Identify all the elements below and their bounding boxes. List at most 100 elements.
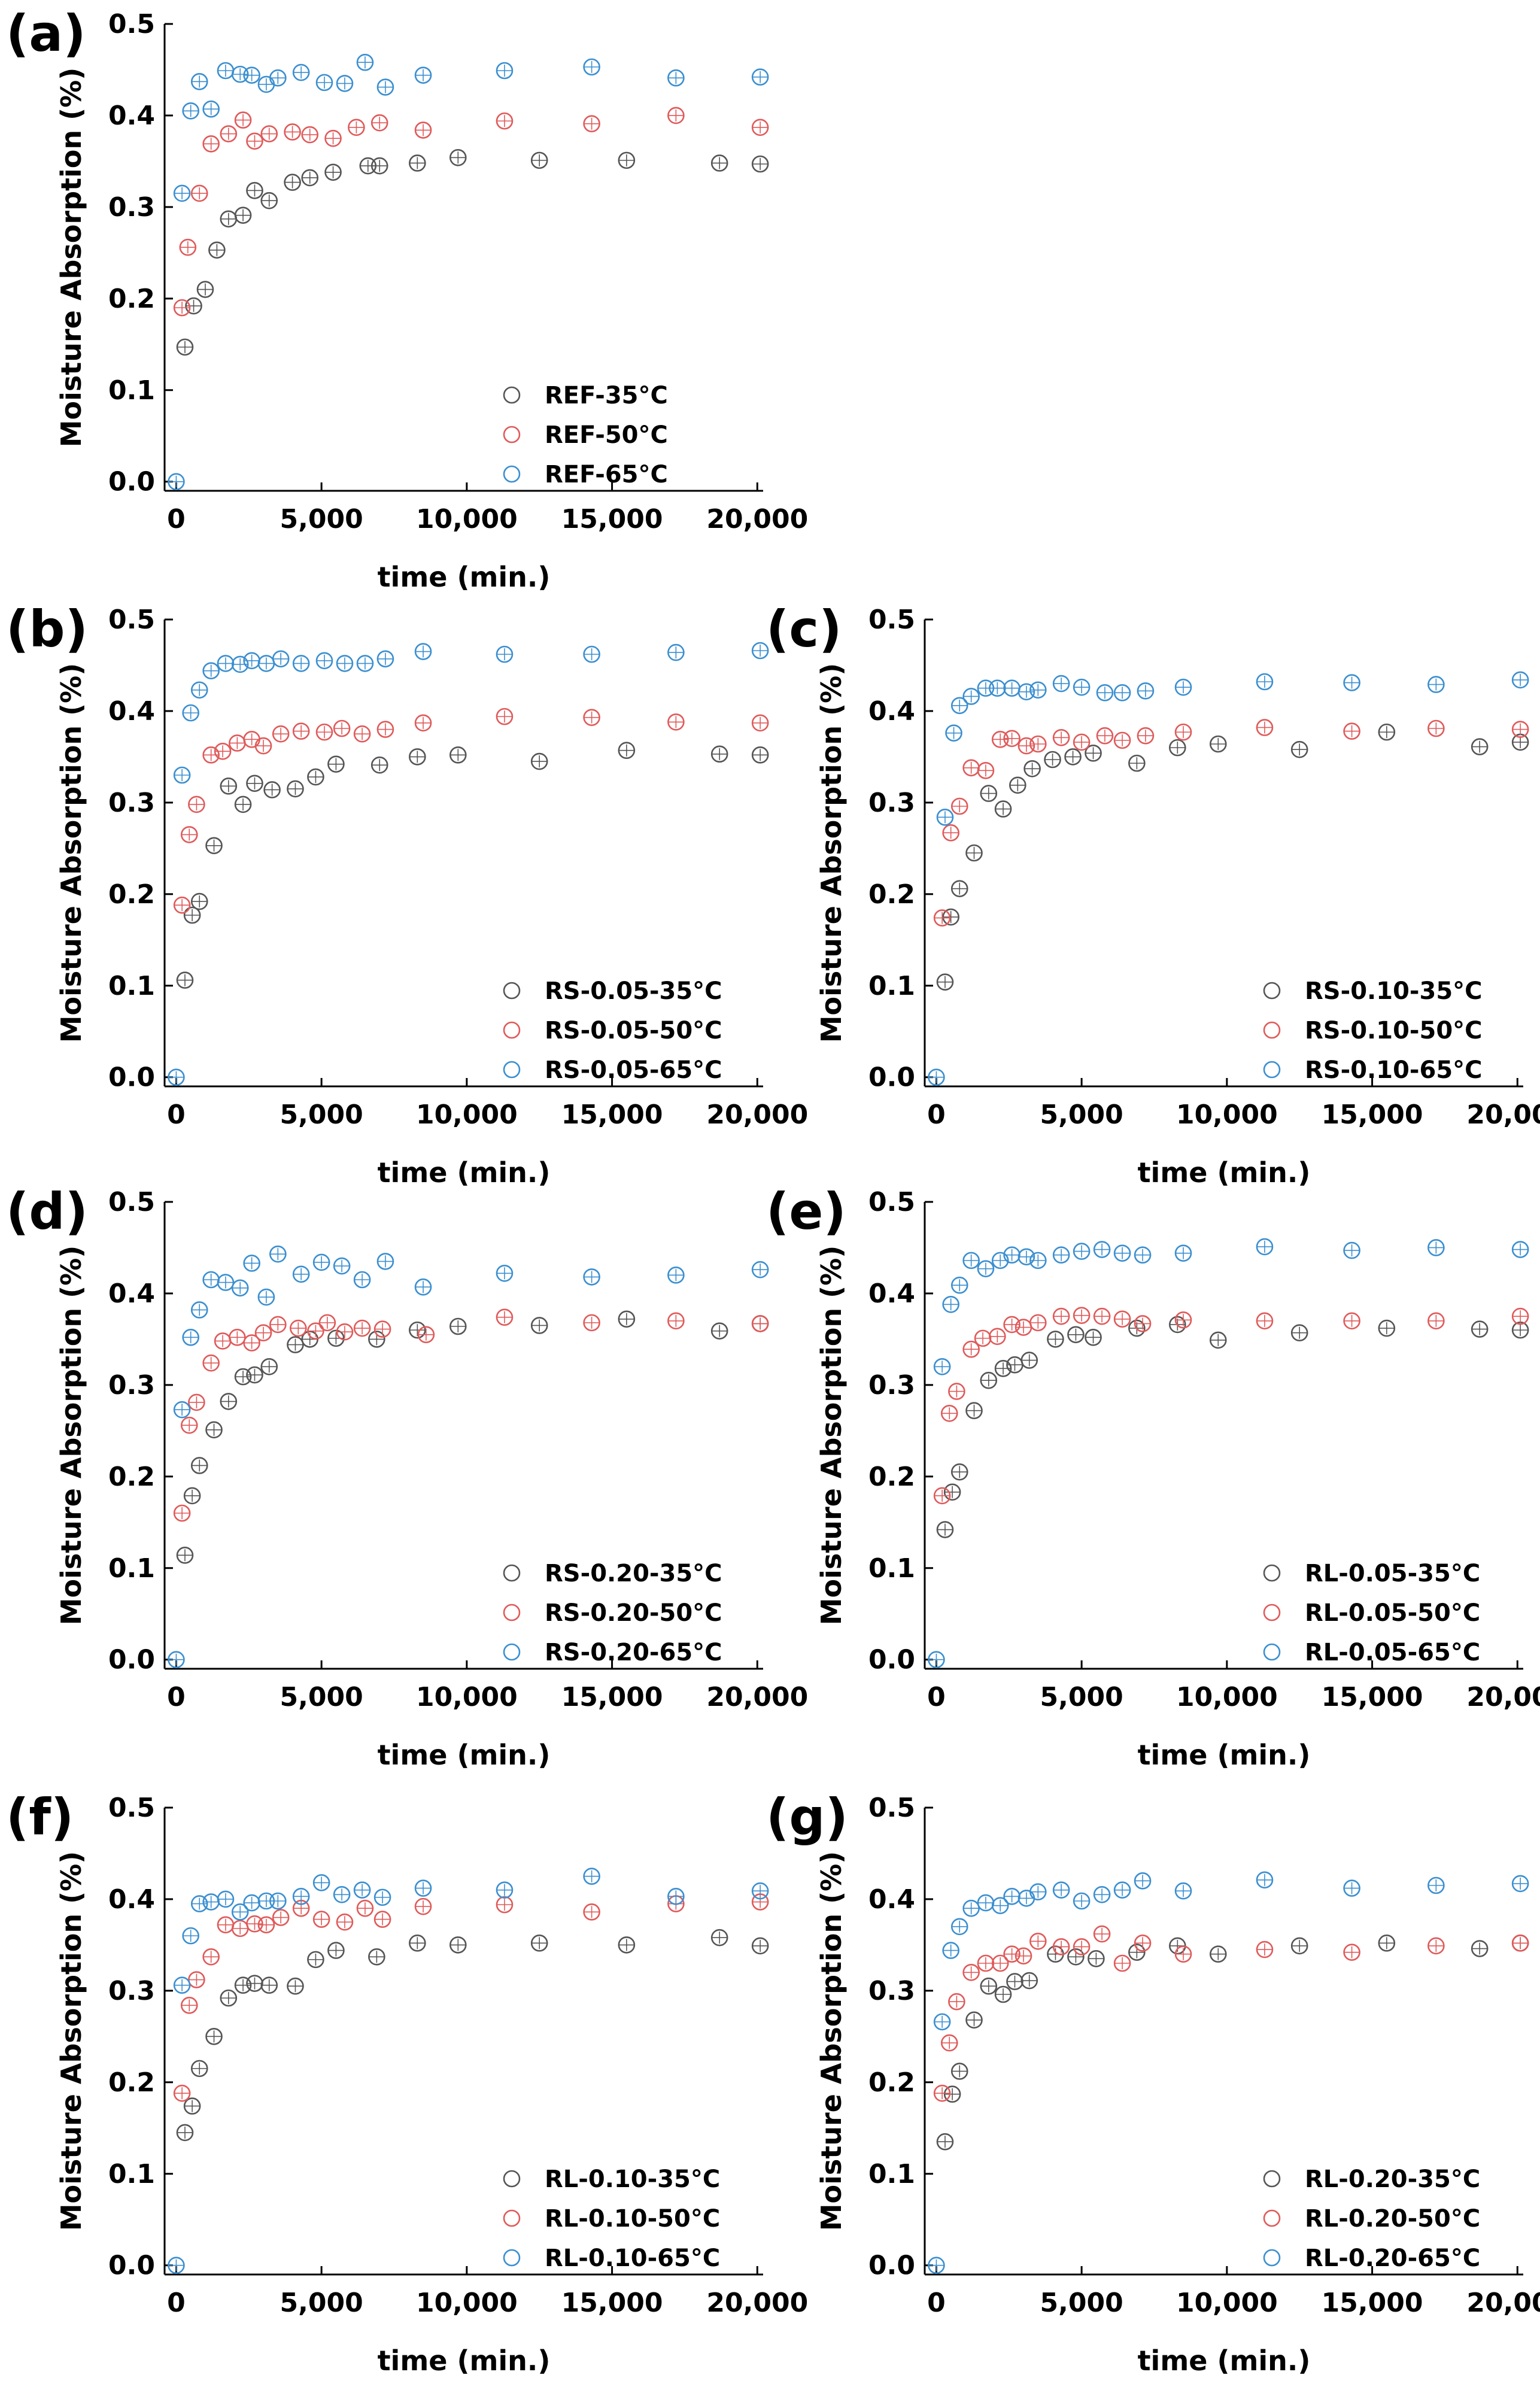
panel-d: (d) 0.0 0.1 0.2 0.3 0.4 0.5 0 5,000 10,000 15,000 2… xyxy=(6,1182,808,1771)
panel-g-ytick-label: 0.3 xyxy=(868,1976,915,2006)
panel-a-ytick-label: 0.5 xyxy=(108,9,155,40)
panel-a-series-ref-65-c xyxy=(168,53,769,491)
panel-c-xtick-label: 10,000 xyxy=(1176,1100,1278,1130)
legend-entry-ref-35-c: REF-35°C xyxy=(545,382,668,409)
panel-c: (c) 0.0 0.1 0.2 0.3 0.4 0.5 0 5,000 10,000 15,000 2… xyxy=(766,600,1540,1189)
panel-d-ytick-label: 0.2 xyxy=(108,1462,155,1492)
legend-marker xyxy=(503,2249,521,2267)
legend-marker xyxy=(1263,1643,1281,1661)
panel-b-xtick-label: 0 xyxy=(167,1100,186,1130)
panel-d-ytick-label: 0.4 xyxy=(108,1279,155,1309)
panel-g-label: (g) xyxy=(766,1788,848,1847)
legend-marker xyxy=(503,1643,521,1661)
panel-c-xtick-label: 0 xyxy=(927,1100,946,1130)
panel-c-legend: RS-0.10-35°C RS-0.10-50°C RS-0.10-65°C xyxy=(1263,977,1483,1084)
legend-marker xyxy=(503,2170,521,2188)
panel-e-xtick-label: 20,000 xyxy=(1466,1682,1540,1712)
legend-marker xyxy=(503,465,521,483)
panel-g-y-axis-title: Moisture Absorption (%) xyxy=(815,1851,848,2231)
panel-b-ytick-label: 0.3 xyxy=(108,788,155,818)
panel-e-series-rl-0-05-50-c xyxy=(933,1307,1529,1505)
panel-e-x-axis-title: time (min.) xyxy=(1138,1739,1311,1771)
panel-d-y-axis-title: Moisture Absorption (%) xyxy=(55,1246,87,1626)
panel-f-xtick-label: 10,000 xyxy=(416,2288,518,2318)
panel-d-x-axis-title: time (min.) xyxy=(378,1739,551,1771)
panel-f: (f) 0.0 0.1 0.2 0.3 0.4 0.5 0 5,000 10,000 15,000 2… xyxy=(6,1788,808,2377)
panel-f-xtick-label: 20,000 xyxy=(706,2288,808,2318)
panel-f-ytick-label: 0.4 xyxy=(108,1884,155,1915)
panel-f-xtick-label: 5,000 xyxy=(280,2288,363,2318)
panel-b-legend: RS-0.05-35°C RS-0.05-50°C RS-0.05-65°C xyxy=(503,977,722,1084)
panel-e-ytick-label: 0.1 xyxy=(868,1553,915,1584)
legend-entry-rs-0-20-50-c: RS-0.20-50°C xyxy=(545,1599,722,1627)
panel-e-label: (e) xyxy=(766,1182,846,1241)
panel-d-series-rs-0-20-65-c xyxy=(168,1245,769,1669)
panel-a-legend: REF-35°C REF-50°C REF-65°C xyxy=(503,382,668,488)
panel-c-x-axis-title: time (min.) xyxy=(1138,1156,1311,1189)
panel-g-ytick-label: 0.5 xyxy=(868,1793,915,1823)
legend-entry-rs-0-05-65-c: RS-0.05-65°C xyxy=(545,1056,722,1084)
panel-g-series-rl-0-20-35-c xyxy=(936,1935,1529,2151)
legend-marker xyxy=(503,1021,521,1039)
panel-c-xtick-label: 20,000 xyxy=(1466,1100,1540,1130)
legend-marker xyxy=(1263,2209,1281,2227)
legend-marker xyxy=(1263,1564,1281,1582)
panel-d-ytick-label: 0.3 xyxy=(108,1370,155,1401)
panel-c-y-axis-title: Moisture Absorption (%) xyxy=(815,663,848,1043)
panel-f-series-rl-0-10-65-c xyxy=(168,1867,769,2274)
panel-a-xtick-label: 10,000 xyxy=(416,504,518,535)
panel-a-label: (a) xyxy=(6,4,86,63)
panel-f-ytick-label: 0.0 xyxy=(108,2251,155,2281)
panel-f-series-rl-0-10-35-c xyxy=(176,1929,769,2142)
panel-d-xtick-label: 10,000 xyxy=(416,1682,518,1712)
legend-entry-rl-0-20-50-c: RL-0.20-50°C xyxy=(1305,2205,1480,2233)
panel-f-legend: RL-0.10-35°C RL-0.10-50°C RL-0.10-65°C xyxy=(503,2166,720,2272)
panel-d-legend: RS-0.20-35°C RS-0.20-50°C RS-0.20-65°C xyxy=(503,1560,722,1666)
panel-b-xtick-label: 10,000 xyxy=(416,1100,518,1130)
legend-entry-rs-0-20-65-c: RS-0.20-65°C xyxy=(545,1639,722,1666)
panel-d-xtick-label: 20,000 xyxy=(706,1682,808,1712)
panel-a-ytick-label: 0.1 xyxy=(108,375,155,406)
panel-b-x-axis-title: time (min.) xyxy=(378,1156,551,1189)
panel-a-ytick-label: 0.2 xyxy=(108,284,155,314)
panel-b-ytick-label: 0.1 xyxy=(108,971,155,1001)
legend-entry-rl-0-05-35-c: RL-0.05-35°C xyxy=(1305,1560,1480,1587)
panel-c-xtick-label: 15,000 xyxy=(1322,1100,1423,1130)
panel-a-xtick-label: 20,000 xyxy=(706,504,808,535)
panel-a-x-axis-title: time (min.) xyxy=(378,561,551,593)
panel-g-xtick-label: 10,000 xyxy=(1176,2288,1278,2318)
legend-entry-rl-0-10-35-c: RL-0.10-35°C xyxy=(545,2166,720,2193)
panel-c-series-rs-0-10-65-c xyxy=(928,671,1529,1086)
panel-a-xtick-label: 0 xyxy=(167,504,186,535)
panel-e-ytick-label: 0.3 xyxy=(868,1370,915,1401)
panel-e-xtick-label: 10,000 xyxy=(1176,1682,1278,1712)
panel-g-xtick-label: 20,000 xyxy=(1466,2288,1540,2318)
panel-b-label: (b) xyxy=(6,600,88,658)
legend-marker xyxy=(1263,1604,1281,1621)
panel-f-ytick-label: 0.5 xyxy=(108,1793,155,1823)
panel-b-xtick-label: 20,000 xyxy=(706,1100,808,1130)
panel-b-ytick-label: 0.5 xyxy=(108,605,155,635)
panel-c-ytick-label: 0.0 xyxy=(868,1062,915,1093)
panel-b-ytick-label: 0.0 xyxy=(108,1062,155,1093)
panel-e-ytick-label: 0.4 xyxy=(868,1279,915,1309)
panel-a-xtick-label: 5,000 xyxy=(280,504,363,535)
legend-marker xyxy=(503,1604,521,1621)
panel-e-xtick-label: 0 xyxy=(927,1682,946,1712)
panel-c-ytick-label: 0.1 xyxy=(868,971,915,1001)
legend-entry-ref-50-c: REF-50°C xyxy=(545,421,668,449)
panel-c-label: (c) xyxy=(766,600,842,658)
legend-entry-rs-0-10-65-c: RS-0.10-65°C xyxy=(1305,1056,1483,1084)
panel-g-legend: RL-0.20-35°C RL-0.20-50°C RL-0.20-65°C xyxy=(1263,2166,1480,2272)
panel-c-xtick-label: 5,000 xyxy=(1040,1100,1123,1130)
legend-marker xyxy=(1263,1021,1281,1039)
panel-b-series-rs-0-05-65-c xyxy=(168,642,769,1086)
legend-marker xyxy=(1263,982,1281,1000)
panel-g-xtick-label: 0 xyxy=(927,2288,946,2318)
panel-b-y-axis-title: Moisture Absorption (%) xyxy=(55,663,87,1043)
legend-entry-rs-0-05-50-c: RS-0.05-50°C xyxy=(545,1017,722,1044)
panel-e-series-rl-0-05-65-c xyxy=(928,1238,1529,1669)
panel-f-xtick-label: 15,000 xyxy=(561,2288,663,2318)
legend-entry-rs-0-05-35-c: RS-0.05-35°C xyxy=(545,977,722,1005)
